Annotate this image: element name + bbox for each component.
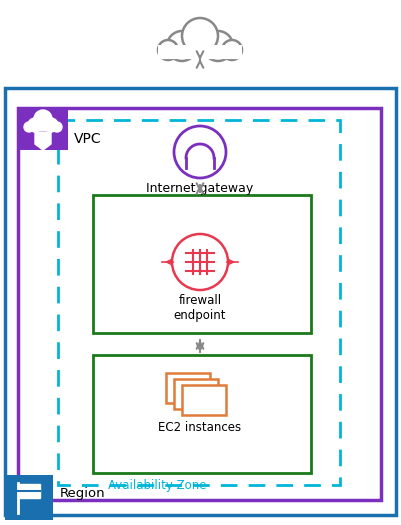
- Bar: [58, 120, 340, 485]
- Circle shape: [172, 234, 228, 290]
- Polygon shape: [18, 484, 40, 498]
- Circle shape: [174, 126, 226, 178]
- Circle shape: [52, 122, 62, 132]
- Bar: [5, 475, 53, 520]
- Bar: [158, 45, 242, 57]
- Bar: [174, 379, 218, 409]
- Text: VPC: VPC: [74, 132, 101, 146]
- Circle shape: [158, 40, 178, 60]
- Circle shape: [203, 31, 233, 61]
- Bar: [18, 108, 68, 150]
- Bar: [29, 125, 57, 131]
- Polygon shape: [35, 132, 51, 150]
- Bar: [18, 108, 381, 500]
- Bar: [93, 355, 311, 473]
- Bar: [166, 373, 210, 403]
- Circle shape: [28, 118, 42, 132]
- Text: Internet gateway: Internet gateway: [146, 182, 253, 195]
- Bar: [5, 88, 396, 515]
- Text: Region: Region: [60, 488, 105, 500]
- Text: Availability Zone: Availability Zone: [108, 479, 207, 492]
- Circle shape: [167, 31, 197, 61]
- Bar: [93, 195, 311, 333]
- Circle shape: [182, 18, 218, 54]
- Text: firewall
endpoint: firewall endpoint: [174, 294, 226, 322]
- Circle shape: [34, 110, 52, 128]
- Circle shape: [222, 40, 242, 60]
- Bar: [182, 385, 226, 415]
- Text: EC2 instances: EC2 instances: [158, 421, 241, 434]
- Circle shape: [44, 118, 58, 132]
- Circle shape: [24, 122, 34, 132]
